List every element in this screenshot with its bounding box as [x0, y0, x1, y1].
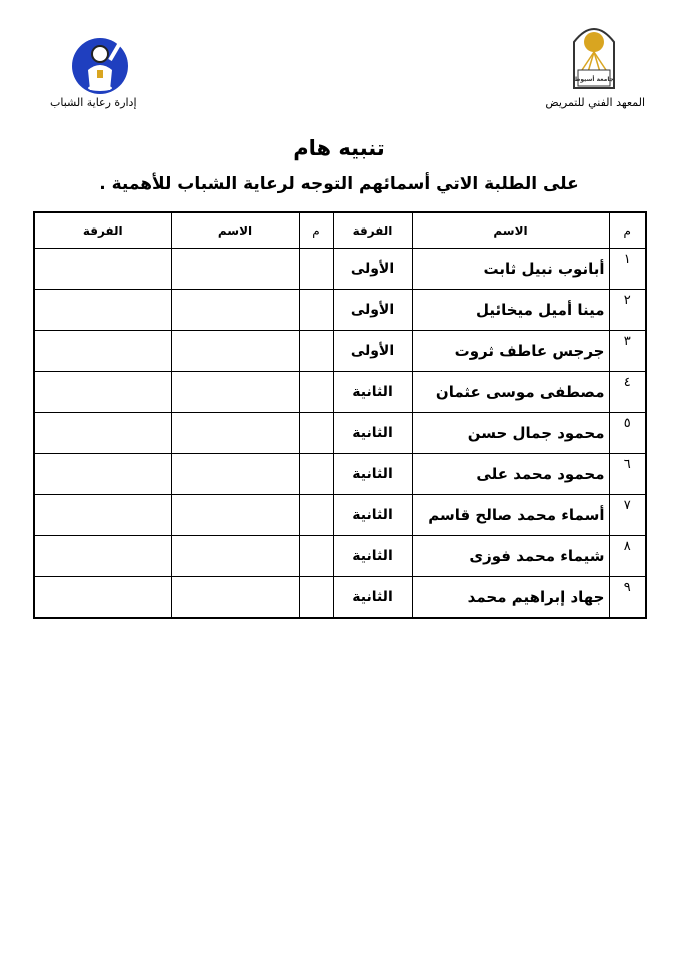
student-year: الثانية: [332, 576, 413, 619]
header-name: الاسم: [411, 211, 610, 249]
empty-cell: [33, 494, 172, 536]
empty-cell: [298, 535, 334, 577]
empty-cell: [33, 453, 172, 495]
row-num: ١: [608, 248, 647, 290]
empty-cell: [170, 289, 300, 331]
empty-cell: [33, 576, 172, 619]
student-name: شيماء محمد فوزى: [411, 535, 610, 577]
row-num: ٧: [608, 494, 647, 536]
table-row: ٣ جرجس عاطف ثروت الأولى: [33, 330, 647, 372]
empty-cell: [298, 453, 334, 495]
row-num: ٩: [608, 576, 647, 619]
row-num: ٨: [608, 535, 647, 577]
row-num: ٢: [608, 289, 647, 331]
empty-cell: [170, 330, 300, 372]
nursing-institute-caption: المعهد الفني للتمريض: [545, 96, 645, 109]
empty-cell: [298, 289, 334, 331]
student-name: جهاد إبراهيم محمد: [411, 576, 610, 619]
empty-cell: [170, 494, 300, 536]
table-row: ٤ مصطفى موسى عثمان الثانية: [33, 371, 647, 413]
header-num: م: [608, 211, 647, 249]
row-num: ٣: [608, 330, 647, 372]
student-name: مينا أميل ميخائيل: [411, 289, 610, 331]
student-name: محمود جمال حسن: [411, 412, 610, 454]
empty-cell: [170, 535, 300, 577]
empty-cell: [33, 371, 172, 413]
header-year: الفرقة: [332, 211, 413, 249]
student-year: الأولى: [332, 330, 413, 372]
empty-cell: [170, 248, 300, 290]
table-row: ٧ أسماء محمد صالح قاسم الثانية: [33, 494, 647, 536]
table-row: ٨ شيماء محمد فوزى الثانية: [33, 535, 647, 577]
row-num: ٦: [608, 453, 647, 495]
student-name: مصطفى موسى عثمان: [411, 371, 610, 413]
empty-cell: [298, 494, 334, 536]
table-row: ٥ محمود جمال حسن الثانية: [33, 412, 647, 454]
empty-cell: [298, 412, 334, 454]
empty-cell: [33, 535, 172, 577]
header-year-2: الفرقة: [33, 211, 172, 249]
row-num: ٤: [608, 371, 647, 413]
empty-cell: [170, 412, 300, 454]
student-year: الثانية: [332, 453, 413, 495]
students-table: م الاسم الفرقة م الاسم الفرقة ١ أبانوب نب…: [33, 211, 647, 619]
table-row: ٦ محمود محمد على الثانية: [33, 453, 647, 495]
student-year: الثانية: [332, 371, 413, 413]
empty-cell: [170, 371, 300, 413]
student-year: الثانية: [332, 412, 413, 454]
assiut-university-logo: جامعة أسيوط: [573, 28, 615, 89]
empty-cell: [33, 330, 172, 372]
student-name: جرجس عاطف ثروت: [411, 330, 610, 372]
header-num-2: م: [298, 211, 334, 249]
empty-cell: [170, 453, 300, 495]
youth-care-logo: [72, 34, 128, 94]
table-row: ١ أبانوب نبيل ثابت الأولى: [33, 248, 647, 290]
page-title: تنبيه هام: [293, 136, 385, 160]
table-row: ٩ جهاد إبراهيم محمد الثانية: [33, 576, 647, 619]
notice-text: على الطلبة الاتي أسمائهم التوجه لرعاية ا…: [99, 174, 579, 194]
youth-care-caption: إدارة رعاية الشباب: [50, 96, 137, 109]
student-name: محمود محمد على: [411, 453, 610, 495]
table-header-row: م الاسم الفرقة م الاسم الفرقة: [33, 211, 647, 249]
empty-cell: [33, 248, 172, 290]
empty-cell: [298, 576, 334, 619]
student-name: أبانوب نبيل ثابت: [411, 248, 610, 290]
student-year: الأولى: [332, 248, 413, 290]
row-num: ٥: [608, 412, 647, 454]
empty-cell: [298, 330, 334, 372]
logo-university-text: جامعة أسيوط: [574, 75, 614, 83]
empty-cell: [33, 412, 172, 454]
empty-cell: [170, 576, 300, 619]
student-year: الأولى: [332, 289, 413, 331]
student-year: الثانية: [332, 494, 413, 536]
empty-cell: [33, 289, 172, 331]
header-name-2: الاسم: [170, 211, 300, 249]
student-name: أسماء محمد صالح قاسم: [411, 494, 610, 536]
table-row: ٢ مينا أميل ميخائيل الأولى: [33, 289, 647, 331]
empty-cell: [298, 248, 334, 290]
student-year: الثانية: [332, 535, 413, 577]
empty-cell: [298, 371, 334, 413]
